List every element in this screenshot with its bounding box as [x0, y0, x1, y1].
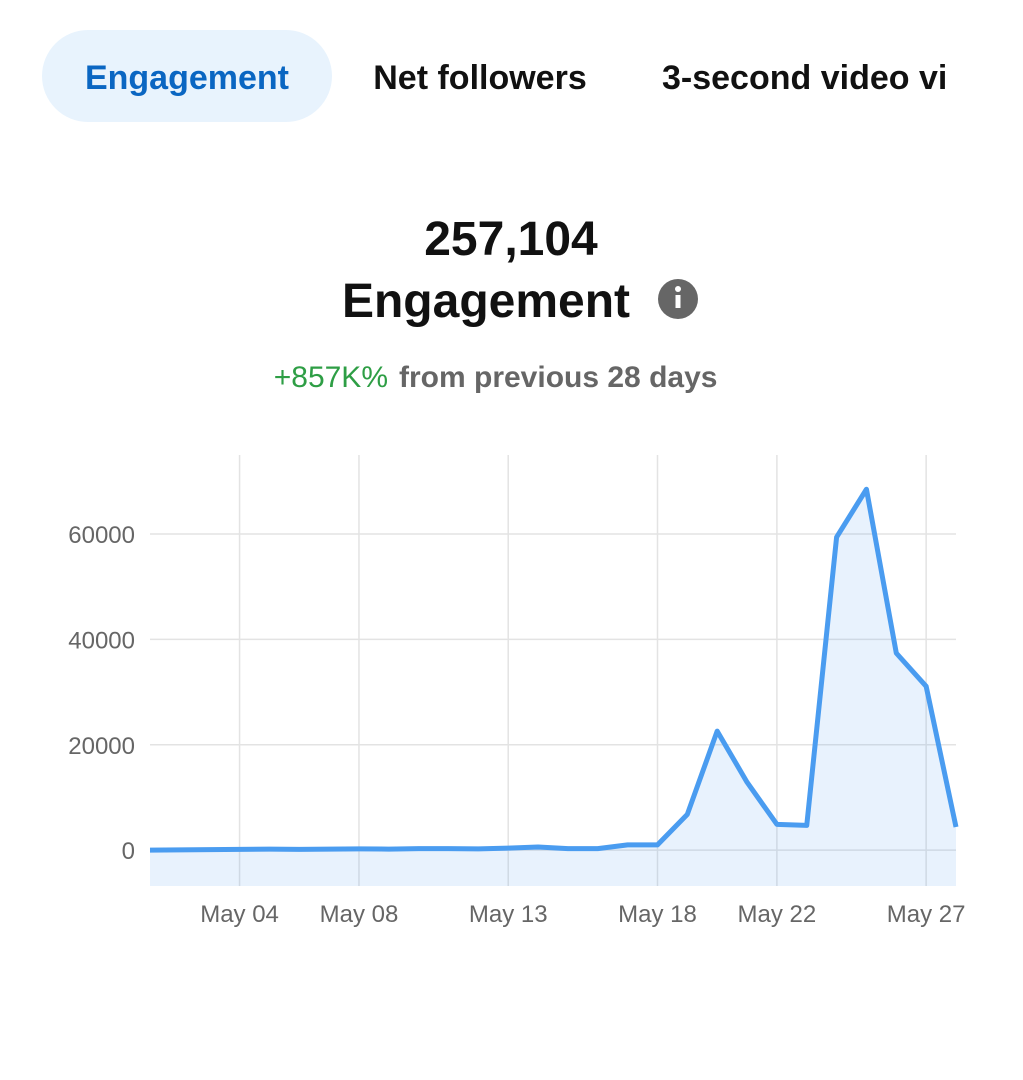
x-tick-label: May 22 — [738, 901, 817, 928]
y-tick-label: 40000 — [68, 627, 135, 654]
tab[interactable]: Engagement — [85, 59, 289, 97]
x-tick-label: May 18 — [618, 901, 697, 928]
metric: Engagement — [342, 275, 630, 328]
x-tick-label: May 13 — [469, 901, 548, 928]
line — [149, 486, 959, 853]
info-icon[interactable] — [658, 279, 698, 319]
area — [150, 489, 956, 886]
tab-active-bg[interactable] — [42, 30, 332, 122]
change: +857K% — [274, 361, 388, 394]
tab[interactable]: Net followers — [373, 59, 586, 97]
x-tick-label: May 04 — [200, 901, 279, 928]
y-tick-label: 60000 — [68, 522, 135, 549]
y-tick-label: 0 — [122, 838, 135, 865]
x-tick-label: May 27 — [887, 901, 966, 928]
y-tick-label: 20000 — [68, 733, 135, 760]
change-note: from previous 28 days — [399, 361, 717, 394]
tab[interactable]: 3-second video vi — [662, 59, 947, 97]
total: 257,104 — [424, 213, 598, 266]
chart: 0 20000 40000 60000 May 04 May 08 May 13 May 18… — [68, 455, 965, 928]
x-tick-label: May 08 — [320, 901, 399, 928]
